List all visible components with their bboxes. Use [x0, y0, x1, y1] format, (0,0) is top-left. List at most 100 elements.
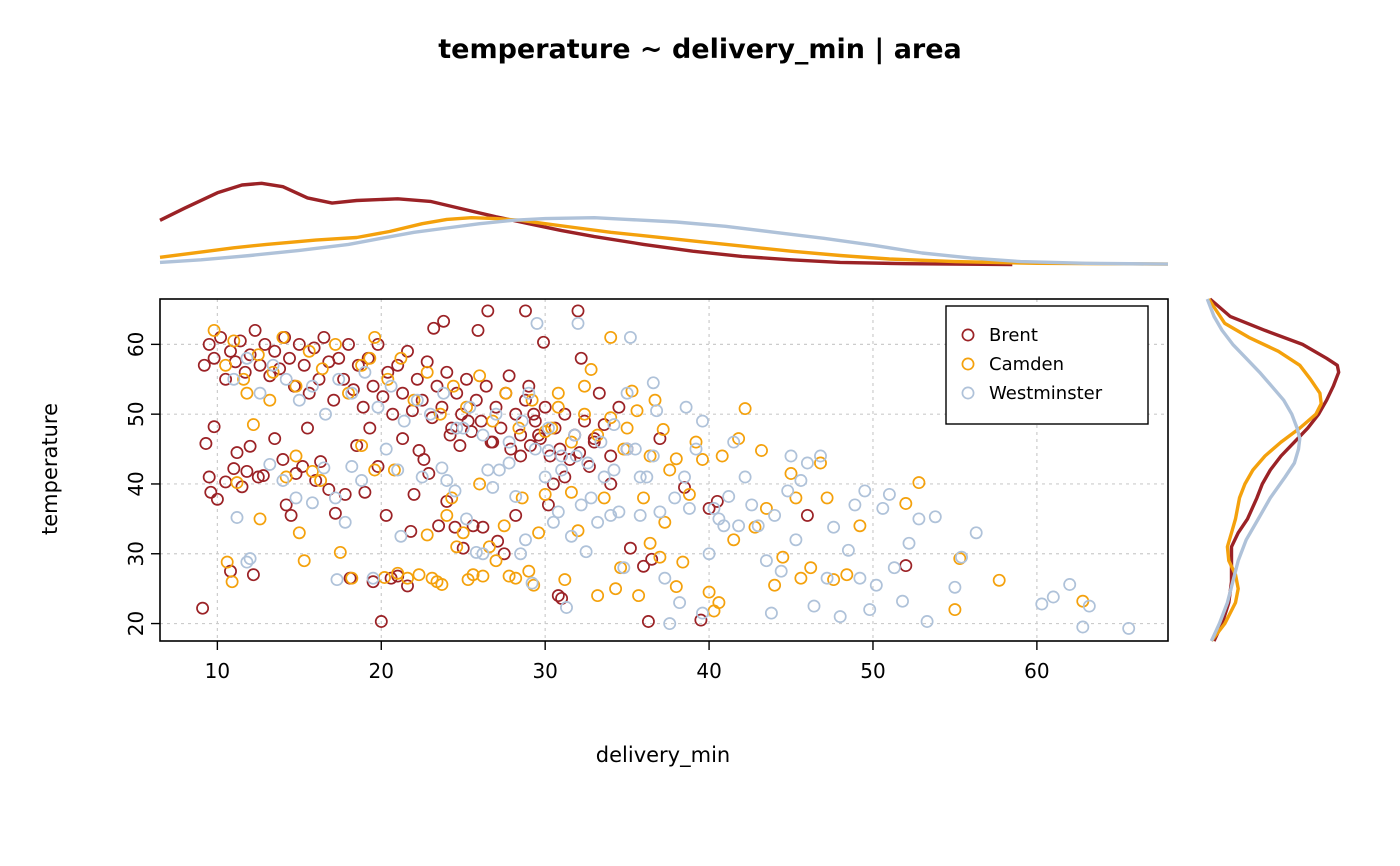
point-brent	[587, 435, 601, 449]
point-westminster	[371, 400, 385, 414]
point-camden	[497, 519, 511, 533]
point-westminster	[1046, 590, 1060, 604]
point-westminster	[882, 487, 896, 501]
legend-label-camden: Camden	[989, 354, 1064, 375]
point-westminster	[620, 386, 634, 400]
point-brent	[202, 337, 216, 351]
y-axis: 20 30 40 50 60	[124, 332, 160, 636]
point-camden	[738, 402, 752, 416]
point-westminster	[555, 449, 569, 463]
point-westminster	[437, 386, 451, 400]
point-westminster	[794, 474, 808, 487]
point-westminster	[727, 435, 741, 449]
point-camden	[827, 573, 841, 587]
point-westminster	[555, 463, 569, 477]
point-camden	[420, 528, 434, 542]
point-camden	[219, 358, 233, 372]
point-westminster	[682, 501, 696, 515]
point-westminster	[448, 484, 462, 498]
y-tick-label: 40	[124, 471, 148, 496]
legend-marker-brent	[961, 328, 975, 342]
point-camden	[466, 568, 480, 582]
point-camden	[251, 348, 265, 362]
point-camden	[712, 596, 726, 610]
point-westminster	[1063, 578, 1077, 591]
point-westminster	[617, 561, 631, 575]
point-camden	[512, 421, 526, 435]
point-camden	[499, 386, 513, 400]
point-brent	[415, 393, 429, 407]
point-westminster	[415, 470, 429, 484]
point-brent	[371, 337, 385, 351]
point-brent	[450, 386, 464, 400]
point-westminster	[569, 449, 583, 463]
point-westminster	[230, 511, 244, 524]
point-westminster	[591, 515, 605, 529]
point-westminster	[355, 474, 369, 487]
point-camden	[207, 323, 221, 337]
point-camden	[669, 452, 683, 466]
point-westminster	[658, 571, 672, 585]
point-camden	[538, 425, 552, 439]
point-brent	[268, 432, 282, 446]
point-brent	[494, 421, 508, 435]
point-camden	[401, 571, 414, 585]
point-camden	[489, 554, 503, 568]
point-brent	[502, 369, 516, 383]
x-axis-label: delivery_min	[596, 743, 730, 768]
point-brent	[246, 568, 260, 582]
point-westminster	[541, 421, 555, 435]
point-brent	[379, 508, 393, 522]
point-brent	[386, 407, 400, 421]
point-westminster	[330, 573, 344, 587]
point-camden	[682, 487, 696, 501]
point-camden	[804, 561, 818, 575]
point-brent	[464, 425, 478, 439]
point-brent	[453, 439, 467, 453]
point-camden	[656, 423, 670, 436]
x-tick-label: 50	[860, 659, 885, 683]
point-camden	[653, 550, 667, 564]
point-brent	[612, 400, 626, 414]
point-brent	[471, 323, 485, 337]
top-density-brent	[159, 181, 1013, 267]
point-camden	[702, 585, 716, 599]
point-westminster	[858, 484, 872, 498]
point-westminster	[853, 571, 867, 585]
point-camden	[669, 580, 683, 594]
point-camden	[263, 393, 277, 407]
point-brent	[268, 344, 282, 358]
point-camden	[391, 566, 405, 580]
point-camden	[992, 573, 1006, 587]
point-brent	[509, 407, 523, 421]
point-brent	[253, 358, 267, 372]
point-brent	[197, 358, 211, 372]
x-tick-label: 40	[696, 659, 721, 683]
point-westminster	[317, 461, 331, 475]
point-westminster	[486, 480, 500, 494]
point-camden	[759, 501, 773, 515]
point-camden	[445, 491, 459, 505]
point-westminster	[358, 365, 372, 379]
legend-marker-westminster	[961, 386, 975, 400]
point-camden	[584, 363, 598, 376]
point-brent	[407, 487, 421, 501]
point-camden	[433, 407, 447, 421]
point-camden	[381, 372, 395, 386]
top-density-westminster	[159, 215, 1169, 266]
point-camden	[789, 491, 803, 505]
point-westminster	[319, 407, 332, 421]
y-tick-label: 60	[124, 332, 148, 357]
point-brent	[597, 418, 611, 432]
point-brent	[328, 506, 342, 520]
point-camden	[246, 418, 260, 432]
point-westminster	[696, 606, 709, 620]
point-camden	[558, 573, 572, 587]
point-camden	[578, 407, 591, 421]
point-camden	[591, 428, 605, 442]
point-westminster	[515, 414, 529, 428]
point-brent	[404, 524, 418, 538]
point-brent	[435, 400, 449, 414]
point-westminster	[628, 442, 642, 456]
point-westminster	[574, 498, 588, 512]
